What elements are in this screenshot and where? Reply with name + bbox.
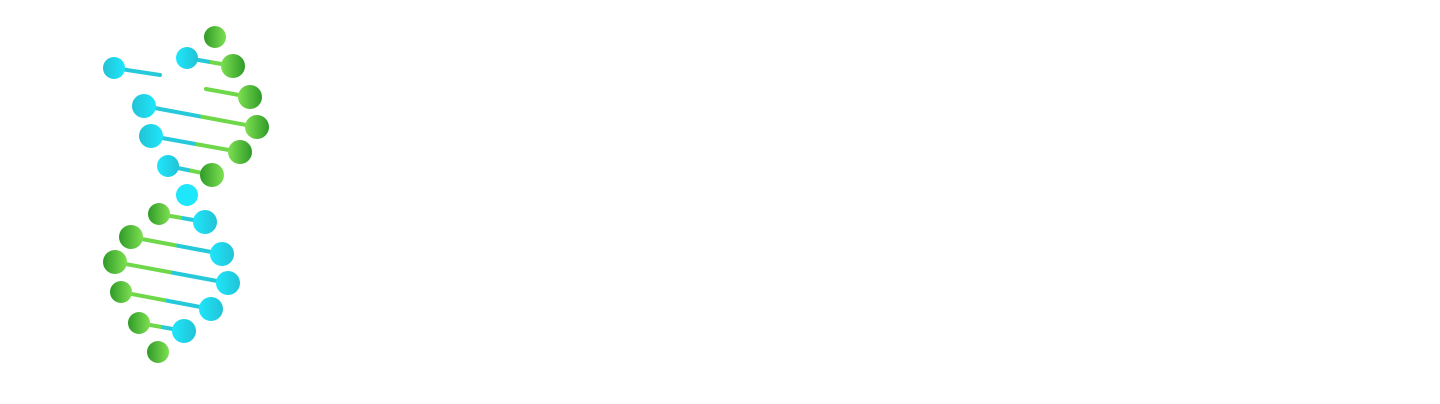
node	[216, 271, 240, 295]
node	[132, 94, 156, 118]
node	[228, 140, 252, 164]
node	[139, 124, 163, 148]
node-top	[204, 26, 226, 48]
node	[199, 297, 223, 321]
dna-helix-logo	[90, 18, 290, 378]
node	[245, 115, 269, 139]
node	[210, 242, 234, 266]
node	[110, 281, 132, 303]
node	[103, 57, 125, 79]
node	[128, 312, 150, 334]
node	[176, 47, 198, 69]
node-center	[176, 184, 198, 206]
node	[221, 54, 245, 78]
node	[238, 85, 262, 109]
node	[148, 203, 170, 225]
node	[193, 210, 217, 234]
dna-helix-icon	[103, 26, 269, 363]
node	[157, 155, 179, 177]
node	[200, 163, 224, 187]
node	[119, 225, 143, 249]
node-bottom	[147, 341, 169, 363]
node	[103, 250, 127, 274]
node	[172, 319, 196, 343]
